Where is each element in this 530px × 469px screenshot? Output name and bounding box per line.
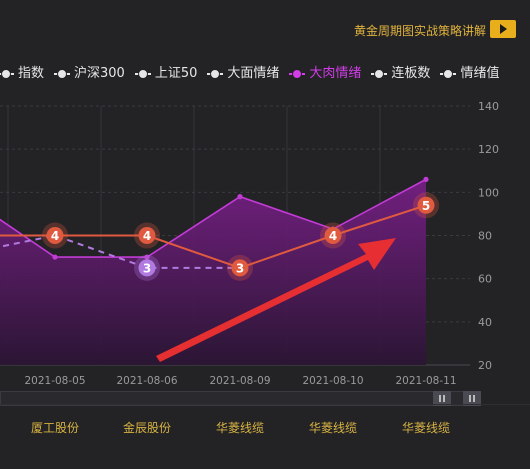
series-area-dameat [0,179,426,365]
face-point-label: 4 [143,229,151,243]
legend-item[interactable]: 大肉情绪 [289,62,361,81]
play-button[interactable] [490,20,516,38]
legend-label: 连板数 [391,66,431,81]
legend-marker-icon [289,68,306,79]
stock-name[interactable]: 华菱线缆 [308,421,358,435]
y-tick-label: 100 [478,186,499,199]
chart-legend: 指数 沪深300 上证50 大面情绪 大肉情绪 连板数 情绪值 [0,62,509,82]
y-tick-label: 20 [478,359,492,372]
legend-label: 上证50 [154,66,198,81]
legend-label: 指数 [18,66,45,81]
stock-name[interactable]: 金辰股份 [122,421,172,435]
legend-marker-icon [440,68,457,79]
legend-label: 大面情绪 [227,66,280,81]
stock-name[interactable]: 华菱线缆 [401,421,451,435]
legend-marker-icon [0,68,14,79]
y-tick-label: 60 [478,273,492,286]
x-tick-label: 2021-08-09 [209,375,270,387]
legend-marker-icon [54,68,71,79]
x-tick-label: 2021-08-06 [116,375,177,387]
legend-marker-icon [371,68,388,79]
face-point-dot [324,227,342,244]
zoom-slider-handle-left[interactable] [433,391,451,406]
face-point-dot [46,227,64,244]
legend-item[interactable]: 大面情绪 [207,62,279,81]
x-tick-label: 2021-08-05 [24,375,85,387]
series-line-board [0,234,240,269]
board-point-dot [138,259,156,277]
legend-item[interactable]: 上证50 [134,62,198,81]
legend-label: 沪深300 [74,66,125,81]
face-point-label: 3 [236,261,244,275]
y-tick-label: 40 [478,316,492,329]
series-point-dameat [52,254,58,260]
face-point-dot [231,259,249,277]
y-tick-label: 140 [478,100,499,113]
legend-item[interactable]: 沪深300 [54,62,125,81]
strategy-link[interactable]: 黄金周期图实战策略讲解 [353,24,486,38]
legend-item[interactable]: 连板数 [371,62,430,81]
stock-name-row: 厦工股份 金辰股份 华菱线缆 华菱线缆 华菱线缆 [0,404,530,443]
series-point-dameat [423,176,429,182]
face-point-dot [417,196,435,214]
stock-name[interactable]: 厦工股份 [30,421,80,435]
face-point-dot [138,227,156,244]
series-line-dameat [0,178,427,258]
legend-item[interactable]: 指数 [0,62,44,81]
legend-marker-icon [134,68,151,79]
series-point-dameat [237,194,243,200]
legend-marker-icon [207,68,224,79]
annotation-arrow-icon [156,238,396,362]
face-point-label: 5 [422,199,430,213]
board-point-label: 3 [143,261,151,275]
face-point-label: 4 [51,229,59,243]
legend-item[interactable]: 情绪值 [440,62,499,81]
y-tick-label: 120 [478,143,499,156]
stock-name[interactable]: 华菱线缆 [215,421,265,435]
series-line-face [0,204,427,269]
series-point-dameat [144,254,150,260]
x-tick-label: 2021-08-11 [395,375,456,387]
legend-label: 情绪值 [460,66,500,81]
legend-label: 大肉情绪 [309,66,362,81]
x-tick-label: 2021-08-10 [302,375,363,387]
y-tick-label: 80 [478,230,492,243]
face-point-label: 4 [329,229,337,243]
zoom-slider-handle-right[interactable] [463,391,481,406]
